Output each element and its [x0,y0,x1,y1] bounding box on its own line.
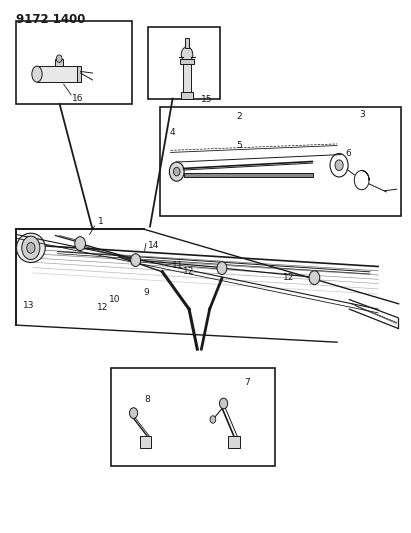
Text: 13: 13 [23,301,34,310]
Bar [77,66,81,82]
Text: 7: 7 [245,378,250,387]
Circle shape [217,262,227,274]
Circle shape [210,416,216,423]
Circle shape [75,237,85,251]
Circle shape [335,160,343,171]
Bar [140,436,151,448]
Text: 2: 2 [236,112,242,121]
Text: 4: 4 [169,128,175,137]
Bar [180,59,194,64]
Circle shape [181,47,193,62]
Bar [111,368,275,466]
Circle shape [129,408,138,418]
Text: 3: 3 [360,110,365,119]
Text: 5: 5 [236,141,242,150]
Circle shape [22,236,40,260]
Text: 14: 14 [148,241,159,251]
Bar [184,173,313,177]
Circle shape [309,271,320,285]
Circle shape [27,243,35,253]
Circle shape [56,55,62,62]
Bar [160,107,401,216]
Ellipse shape [16,233,45,263]
Circle shape [169,162,184,181]
Circle shape [219,398,228,409]
Bar [37,66,78,82]
Text: 9: 9 [143,288,149,297]
Text: 12: 12 [97,303,109,312]
Text: 16: 16 [72,94,83,103]
Text: 12: 12 [283,273,294,282]
Circle shape [330,154,348,177]
Bar [55,59,63,66]
Bar [148,27,220,99]
Bar [16,21,132,104]
Bar [183,60,191,93]
Text: 12: 12 [183,266,194,276]
Ellipse shape [32,66,42,82]
Bar [228,436,240,448]
Text: 15: 15 [201,95,213,104]
Text: 1: 1 [98,217,104,227]
Text: 11: 11 [172,261,183,270]
Bar [181,92,193,99]
Circle shape [173,167,180,176]
Text: 10: 10 [109,295,120,304]
Text: 8: 8 [145,395,150,405]
Circle shape [131,254,141,266]
Text: 6: 6 [345,149,351,158]
Bar [185,38,189,48]
Text: 9172 1400: 9172 1400 [16,13,86,26]
